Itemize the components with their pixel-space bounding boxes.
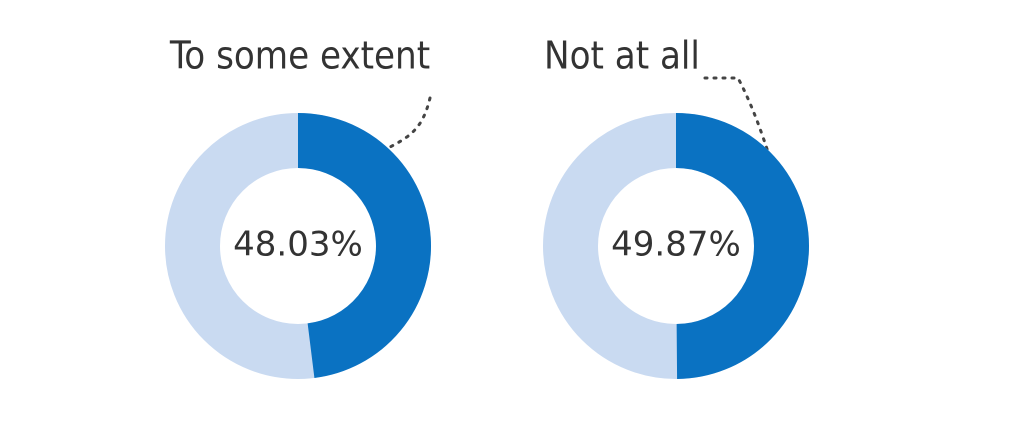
center-label: 48.03% xyxy=(233,225,363,265)
chart-title: To some extent xyxy=(169,34,430,78)
center-label: 49.87% xyxy=(611,225,741,265)
donut-segment xyxy=(297,113,431,378)
donut-segment xyxy=(675,113,809,379)
chart-title: Not at all xyxy=(544,34,700,78)
